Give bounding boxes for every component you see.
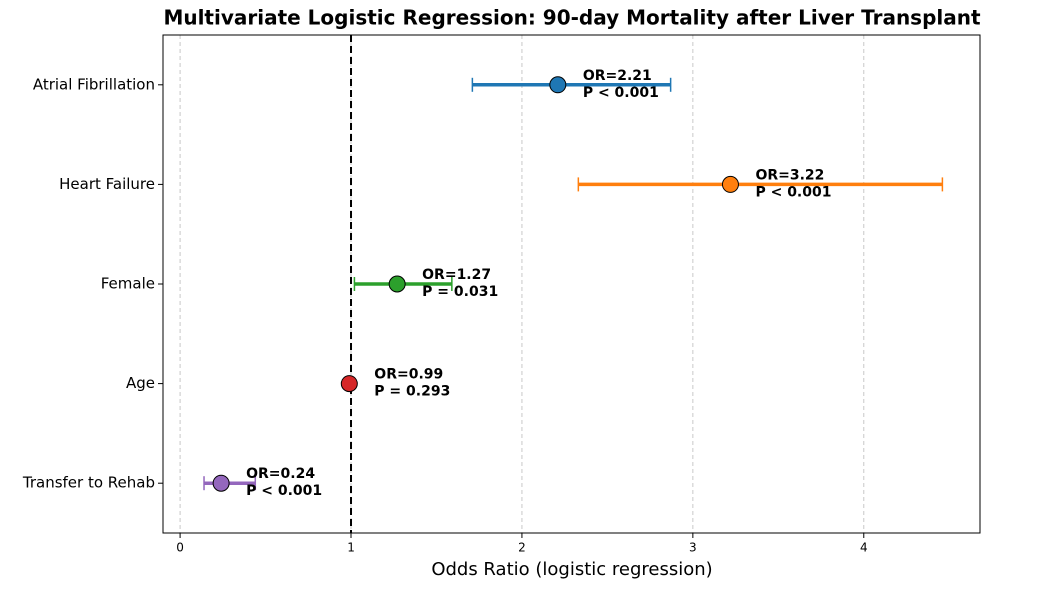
plot-frame [162,34,981,534]
point [212,474,230,492]
x-tick-label: 3 [689,541,697,555]
p-label: P = 0.031 [422,284,498,300]
point [549,76,567,94]
value-label: OR=1.27 [422,267,491,283]
x-tick-label: 1 [347,541,355,555]
point [340,375,358,393]
value-label: OR=2.21 [583,68,652,84]
x-tick-label: 0 [176,541,184,555]
y-tick-label: Atrial Fibrillation [33,75,155,93]
chart-title: Multivariate Logistic Regression: 90-day… [163,6,981,30]
p-label: P < 0.001 [755,184,831,200]
y-tick-label: Heart Failure [59,175,155,193]
y-tick-label: Age [126,374,155,392]
p-label: P < 0.001 [246,483,322,499]
x-tick-label: 2 [518,541,526,555]
y-tick-label: Transfer to Rehab [22,474,155,492]
value-label: OR=3.22 [755,167,824,183]
x-tick-label: 4 [860,541,868,555]
point [721,175,739,193]
point [388,275,406,293]
y-tick-label: Female [101,275,155,293]
value-label: OR=0.24 [246,466,315,482]
p-label: P = 0.293 [374,384,450,400]
p-label: P < 0.001 [583,85,659,101]
x-axis-label: Odds Ratio (logistic regression) [431,559,712,580]
value-label: OR=0.99 [374,367,443,383]
